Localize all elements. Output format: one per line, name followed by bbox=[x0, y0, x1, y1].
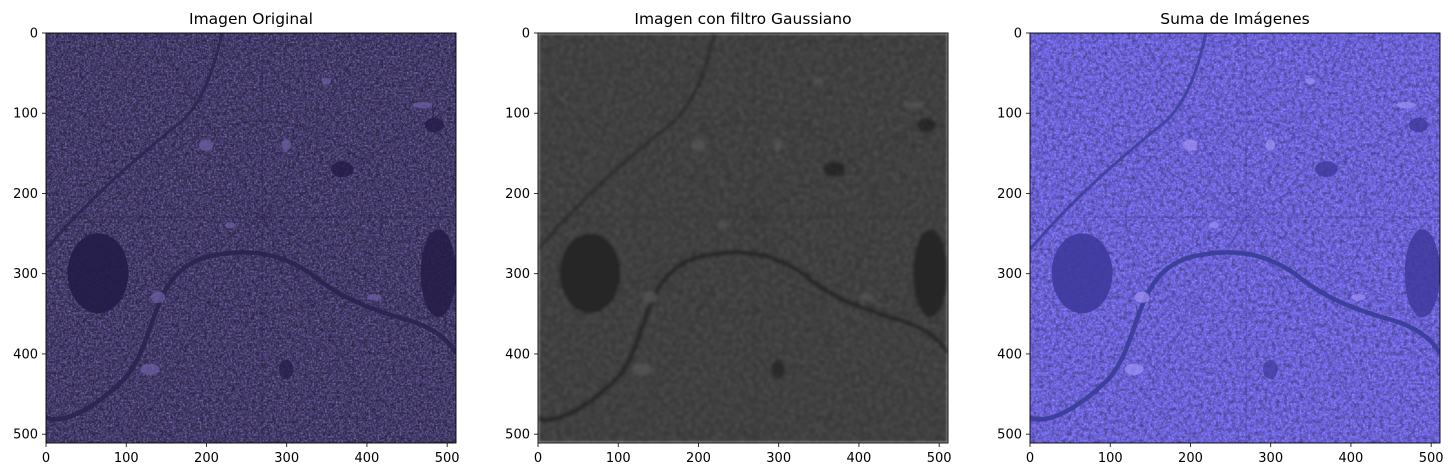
image-panel-2: Imagen con filtro Gaussiano 0 100 200 300 400… bbox=[505, 10, 952, 466]
y-tick-label: 0 bbox=[522, 27, 530, 42]
x-tick-label: 500 bbox=[927, 451, 952, 466]
x-tick-label: 200 bbox=[194, 451, 219, 466]
axes-frame bbox=[1029, 32, 1441, 444]
x-tick-label: 300 bbox=[766, 451, 791, 466]
y-tick-label: 200 bbox=[997, 187, 1022, 202]
x-tick-label: 300 bbox=[1258, 451, 1283, 466]
y-tick-label: 100 bbox=[505, 107, 530, 122]
y-tick-label: 0 bbox=[1014, 27, 1022, 42]
y-tick-label: 300 bbox=[505, 267, 530, 282]
x-tick-label: 0 bbox=[1026, 451, 1034, 466]
y-tick-label: 0 bbox=[30, 27, 38, 42]
y-tick-label: 500 bbox=[13, 428, 38, 443]
y-tick-label: 100 bbox=[13, 107, 38, 122]
panel-title: Imagen con filtro Gaussiano bbox=[634, 10, 851, 28]
x-tick-label: 500 bbox=[1419, 451, 1444, 466]
image-panel-1: Imagen Original 0 100 200 300 400 500 0 100 200 30… bbox=[13, 10, 460, 466]
satellite-image bbox=[46, 33, 456, 443]
y-tick-label: 300 bbox=[13, 267, 38, 282]
x-tick-label: 400 bbox=[847, 451, 872, 466]
satellite-image bbox=[538, 33, 948, 443]
x-tick-label: 400 bbox=[355, 451, 380, 466]
x-tick-label: 100 bbox=[114, 451, 139, 466]
y-tick-label: 500 bbox=[997, 428, 1022, 443]
panel-title: Suma de Imágenes bbox=[1160, 10, 1309, 28]
y-tick-label: 100 bbox=[997, 107, 1022, 122]
axes-frame bbox=[537, 32, 949, 444]
y-tick-label: 200 bbox=[505, 187, 530, 202]
x-tick-label: 0 bbox=[42, 451, 50, 466]
y-tick-label: 200 bbox=[13, 187, 38, 202]
y-tick-label: 300 bbox=[997, 267, 1022, 282]
x-tick-label: 300 bbox=[274, 451, 299, 466]
x-tick-label: 0 bbox=[534, 451, 542, 466]
x-tick-label: 200 bbox=[686, 451, 711, 466]
x-tick-label: 400 bbox=[1339, 451, 1364, 466]
y-tick-label: 400 bbox=[505, 347, 530, 362]
x-tick-label: 100 bbox=[1098, 451, 1123, 466]
x-tick-label: 100 bbox=[606, 451, 631, 466]
satellite-image bbox=[1030, 33, 1440, 443]
x-tick-label: 500 bbox=[435, 451, 460, 466]
image-panel-3: Suma de Imágenes 0 100 200 300 400 500 0 100 200 3… bbox=[997, 10, 1444, 466]
y-tick-label: 400 bbox=[997, 347, 1022, 362]
panel-title: Imagen Original bbox=[189, 10, 313, 28]
y-tick-label: 500 bbox=[505, 428, 530, 443]
y-tick-label: 400 bbox=[13, 347, 38, 362]
axes-frame bbox=[45, 32, 457, 444]
x-tick-label: 200 bbox=[1178, 451, 1203, 466]
